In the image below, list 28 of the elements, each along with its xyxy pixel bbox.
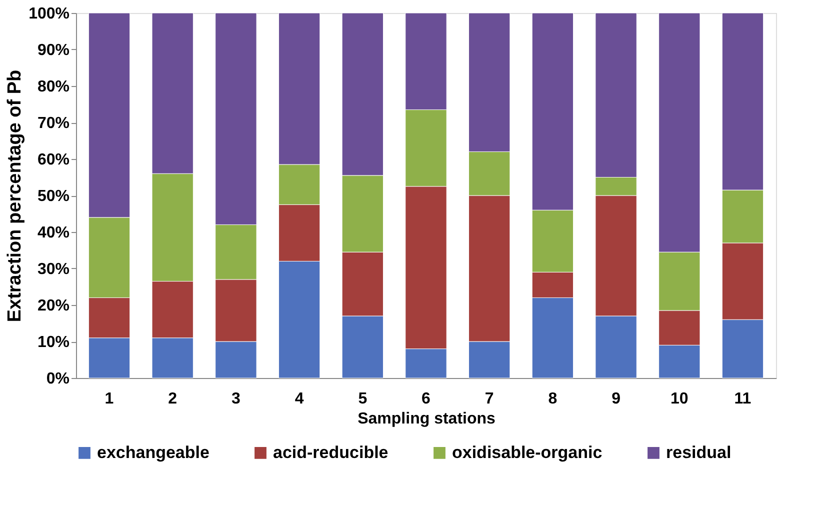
y-tick-label: 0% [46,370,70,388]
x-tick-label: 8 [548,390,558,408]
x-tick-label: 5 [358,390,368,408]
legend-label: acid-reducible [273,442,388,462]
x-tick-label: 10 [670,390,688,408]
x-tick-label: 2 [168,390,178,408]
y-tick-label: 40% [37,224,70,242]
x-tick-label: 6 [422,390,431,408]
y-tick-label: 30% [37,261,70,278]
y-tick-label: 10% [37,334,70,351]
legend-label: exchangeable [97,442,210,462]
y-tick-label: 100% [28,6,70,22]
y-tick-label: 50% [37,188,70,205]
x-tick-label: 3 [232,390,240,408]
x-tick-label: 7 [484,390,494,408]
x-tick-label: 4 [294,390,304,408]
y-tick-label: 20% [37,298,70,314]
y-tick-label: 90% [37,42,70,59]
x-tick-label: 1 [104,390,114,408]
x-axis-title: Sampling stations [358,410,496,428]
y-tick-label: 80% [37,78,70,96]
legend-label: oxidisable-organic [452,442,602,462]
x-tick-label: 11 [734,390,752,408]
y-tick-label: 70% [37,115,70,132]
y-axis-title: Extraction percentage of Pb [4,70,26,322]
x-tick-label: 9 [612,390,621,408]
y-tick-label: 60% [37,152,70,168]
legend-label: residual [666,442,732,462]
